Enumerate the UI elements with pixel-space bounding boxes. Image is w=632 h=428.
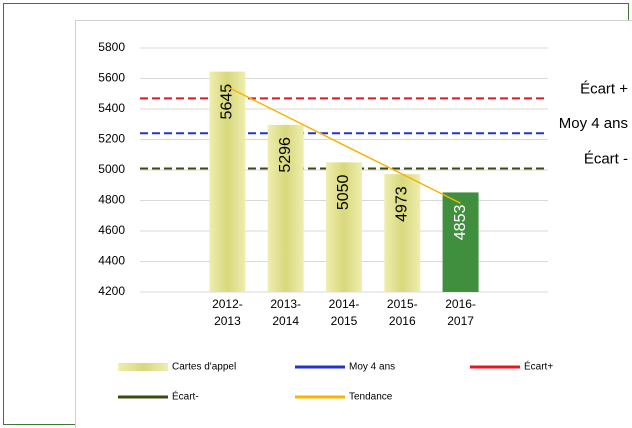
bar: [209, 71, 246, 292]
data-label: 5050: [335, 174, 352, 210]
reference-label: Écart +: [580, 80, 628, 97]
reference-label: Écart -: [584, 150, 628, 167]
y-tick-label: 5400: [98, 101, 125, 115]
y-tick-label: 4400: [98, 254, 125, 268]
y-tick-label: 5000: [98, 162, 125, 176]
y-tick-label: 4600: [98, 223, 125, 237]
legend-swatch: [118, 363, 168, 371]
data-label: 5296: [277, 137, 294, 173]
y-tick-label: 5600: [98, 71, 125, 85]
x-tick-label: 2015-2016: [387, 297, 418, 328]
x-tick-label: 2012-2013: [212, 297, 243, 328]
x-tick-label: 2013-2014: [270, 297, 301, 328]
bar: [442, 192, 479, 292]
data-label: 4853: [452, 205, 469, 241]
bar: [384, 174, 421, 292]
x-tick-label: 2014-2015: [329, 297, 360, 328]
data-label: 4973: [394, 186, 411, 222]
bar: [326, 162, 362, 292]
y-tick-label: 4800: [98, 193, 125, 207]
legend-label: Moy 4 ans: [349, 362, 395, 373]
legend-label: Écart+: [524, 360, 553, 373]
y-tick-label: 5800: [98, 40, 125, 54]
y-tick-label: 4200: [98, 284, 125, 298]
legend-label: Tendance: [349, 392, 393, 403]
x-tick-label: 2016-2017: [445, 297, 476, 328]
reference-label: Moy 4 ans: [559, 115, 628, 132]
trend-line: [227, 86, 461, 204]
legend-label: Cartes d'appel: [172, 362, 236, 373]
bar: [267, 124, 304, 292]
legend-label: Écart-: [172, 390, 199, 403]
y-tick-label: 5200: [98, 132, 125, 146]
data-label: 5645: [219, 84, 236, 120]
